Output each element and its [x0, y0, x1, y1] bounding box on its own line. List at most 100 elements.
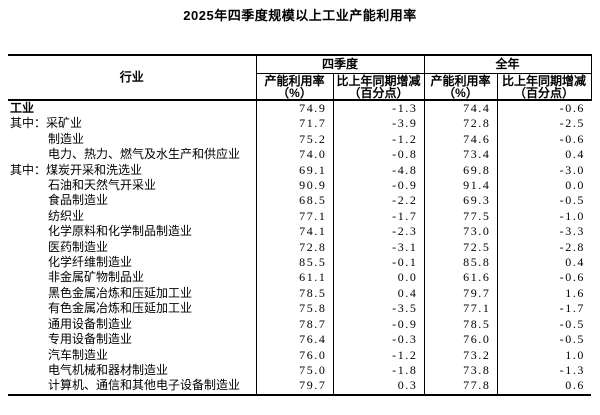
year-yoy-change-value: 0.0 [496, 178, 592, 194]
industry-label-cell: 计算机、通信和其他电子设备制造业 [8, 378, 256, 394]
table-row: 通用设备制造业 78.7 -0.9 78.5 -0.5 [8, 316, 592, 333]
year-utilization-rate-value: 72.5 [423, 239, 498, 256]
table-row: 工业 74.9 -1.3 74.4 -0.6 [8, 100, 592, 117]
q4-utilization-rate-value: 77.1 [255, 208, 333, 225]
table-row: 石油和天然气开采业 90.9 -0.9 91.4 0.0 [8, 178, 592, 194]
q4-utilization-rate-value: 76.0 [255, 347, 333, 363]
q4-yoy-change-header: 比上年同期增减 （百分点） [332, 73, 425, 101]
table-row: 其中：煤炭开采和洗选业 69.1 -4.8 69.8 -3.0 [8, 162, 592, 179]
year-utilization-rate-value: 79.7 [423, 285, 498, 302]
q4-utilization-rate-value: 76.4 [255, 332, 333, 348]
q4-yoy-change-value: -0.8 [332, 147, 425, 163]
q4-utilization-rate-value: 69.1 [255, 162, 333, 179]
table-row: 黑色金属冶炼和压延加工业 78.5 0.4 79.7 1.6 [8, 285, 592, 302]
year-utilization-rate-value: 73.8 [423, 362, 498, 379]
table-row: 专用设备制造业 76.4 -0.3 76.0 -0.5 [8, 332, 592, 348]
q4-utilization-rate-value: 72.8 [255, 239, 333, 256]
industry-label-cell: 汽车制造业 [8, 348, 256, 363]
full-year-group-header: 全年 [423, 55, 592, 74]
industry-label-cell: 通用设备制造业 [8, 317, 256, 332]
q4-utilization-rate-value: 74.1 [255, 224, 333, 240]
q4-yoy-change-value: -2.2 [332, 193, 425, 209]
industry-label-cell: 非金属矿物制品业 [8, 270, 256, 285]
q4-utilization-rate-value: 78.5 [255, 285, 333, 302]
q4-yoy-change-value: 0.3 [332, 378, 425, 395]
row-label: 通用设备制造业 [48, 316, 133, 331]
table-row: 其中：采矿业 71.7 -3.9 72.8 -2.5 [8, 116, 592, 132]
row-label: 电气机械和器材制造业 [48, 362, 169, 377]
table-row: 电气机械和器材制造业 75.0 -1.8 73.8 -1.3 [8, 362, 592, 379]
row-label: 计算机、通信和其他电子设备制造业 [48, 378, 241, 393]
q4-yoy-change-value: -3.1 [332, 239, 425, 256]
year-utilization-rate-value: 73.2 [423, 347, 498, 363]
year-utilization-rate-value: 77.1 [423, 301, 498, 317]
q4-utilization-rate-value: 71.7 [255, 116, 333, 132]
industry-label-cell: 食品制造业 [8, 193, 256, 208]
industry-label-cell: 纺织业 [8, 209, 256, 224]
industry-label-cell: 制造业 [8, 132, 256, 147]
q4-yoy-change-value: -3.9 [332, 116, 425, 132]
row-label: 化学纤维制造业 [48, 255, 133, 270]
table-row: 汽车制造业 76.0 -1.2 73.2 1.0 [8, 347, 592, 363]
q4-group-header: 四季度 [255, 55, 425, 74]
q4-yoy-change-value: -1.3 [332, 100, 425, 117]
q4-yoy-change-value: -3.5 [332, 301, 425, 317]
year-yoy-change-value: -0.5 [496, 316, 592, 333]
industry-label-cell: 化学原料和化学制品制造业 [8, 224, 256, 239]
year-utilization-rate-value: 77.8 [423, 378, 498, 395]
q4-utilization-rate-value: 61.1 [255, 270, 333, 286]
q4-utilization-rate-value: 74.9 [255, 100, 333, 117]
row-label: 煤炭开采和洗选业 [46, 162, 143, 177]
row-label: 电力、热力、燃气及水生产和供应业 [48, 147, 241, 162]
row-label: 汽车制造业 [48, 347, 109, 362]
row-label: 石油和天然气开采业 [48, 178, 157, 193]
table-row: 有色金属冶炼和压延加工业 75.8 -3.5 77.1 -1.7 [8, 301, 592, 317]
q4-yoy-change-value: -1.8 [332, 362, 425, 379]
year-utilization-rate-value: 74.6 [423, 131, 498, 148]
year-yoy-change-value: -0.6 [496, 270, 592, 286]
year-utilization-rate-value: 77.5 [423, 208, 498, 225]
row-label: 有色金属冶炼和压延加工业 [48, 301, 193, 316]
table-row: 医药制造业 72.8 -3.1 72.5 -2.8 [8, 239, 592, 256]
page-title: 2025年四季度规模以上工业产能利用率 [183, 8, 417, 23]
table-row: 化学纤维制造业 85.5 -0.1 85.8 0.4 [8, 255, 592, 271]
year-yoy-change-header: 比上年同期增减 （百分点） [496, 73, 592, 101]
table-row: 非金属矿物制品业 61.1 0.0 61.6 -0.6 [8, 270, 592, 286]
industry-label-cell: 电气机械和器材制造业 [8, 363, 256, 378]
table-row: 电力、热力、燃气及水生产和供应业 74.0 -0.8 73.4 0.4 [8, 147, 592, 163]
q4-utilization-rate-value: 74.0 [255, 147, 333, 163]
q4-utilization-rate-header: 产能利用率 （%） [255, 73, 333, 101]
year-utilization-rate-value: 78.5 [423, 316, 498, 333]
table-row: 化学原料和化学制品制造业 74.1 -2.3 73.0 -3.3 [8, 224, 592, 240]
row-label: 食品制造业 [48, 193, 109, 208]
table-row: 计算机、通信和其他电子设备制造业 79.7 0.3 77.8 0.6 [8, 378, 592, 395]
q4-yoy-change-value: 0.0 [332, 270, 425, 286]
q4-utilization-rate-value: 68.5 [255, 193, 333, 209]
industry-label-cell: 石油和天然气开采业 [8, 178, 256, 193]
year-yoy-change-value: -2.8 [496, 239, 592, 256]
table-row: 制造业 75.2 -1.2 74.6 -0.6 [8, 131, 592, 148]
table-body: 工业 74.9 -1.3 74.4 -0.6 其中：采矿业 71.7 -3.9 … [8, 100, 592, 395]
industry-label-cell: 工业 [8, 100, 256, 116]
row-label: 化学原料和化学制品制造业 [48, 224, 193, 239]
q4-utilization-rate-value: 75.2 [255, 131, 333, 148]
capacity-utilization-table: 行业 四季度 全年 产能利用率 （%） 比上年同期增减 （百分点） 产能利用率 … [8, 54, 592, 396]
q4-yoy-change-value: -1.2 [332, 131, 425, 148]
table-row: 食品制造业 68.5 -2.2 69.3 -0.5 [8, 193, 592, 209]
year-yoy-change-value: 0.4 [496, 147, 592, 163]
row-label: 制造业 [48, 131, 85, 146]
year-yoy-change-value: -0.5 [496, 332, 592, 348]
industry-label-cell: 医药制造业 [8, 240, 256, 255]
year-yoy-change-value: -0.6 [496, 131, 592, 148]
q4-utilization-rate-value: 85.5 [255, 255, 333, 271]
year-utilization-rate-value: 85.8 [423, 255, 498, 271]
row-label: 黑色金属冶炼和压延加工业 [48, 285, 193, 300]
row-label: 医药制造业 [48, 239, 109, 254]
year-utilization-rate-value: 61.6 [423, 270, 498, 286]
year-yoy-change-value: -3.3 [496, 224, 592, 240]
q4-yoy-change-value: -4.8 [332, 162, 425, 179]
q4-utilization-rate-value: 90.9 [255, 178, 333, 194]
year-utilization-rate-value: 69.8 [423, 162, 498, 179]
industry-label-cell: 电力、热力、燃气及水生产和供应业 [8, 147, 256, 162]
year-utilization-rate-value: 72.8 [423, 116, 498, 132]
